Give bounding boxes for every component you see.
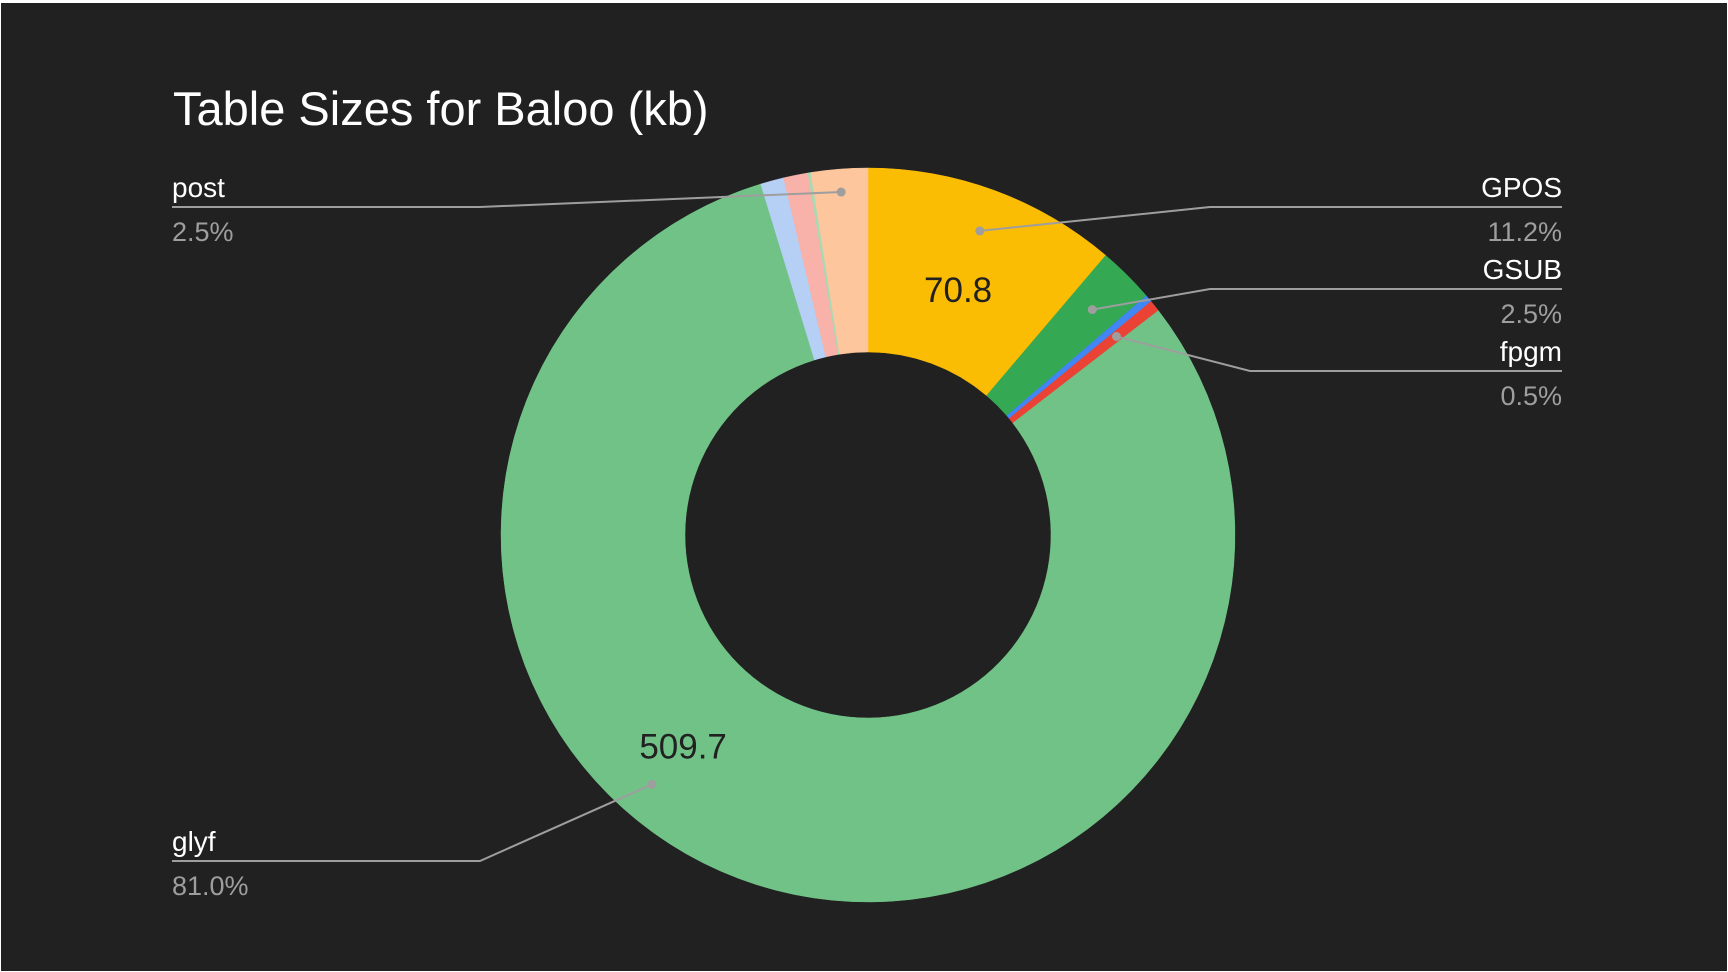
slice-glyf[interactable]	[500, 183, 1236, 903]
value-label-gpos: 70.8	[924, 271, 992, 310]
leader-dot-gpos	[975, 226, 985, 236]
value-label-glyf: 509.7	[639, 728, 727, 767]
callout-name-glyf: glyf	[172, 826, 216, 857]
slice-post[interactable]	[810, 167, 869, 355]
leader-dot-fpgm	[1111, 332, 1121, 342]
leader-dot-gsub	[1087, 305, 1097, 315]
callout-percent-fpgm: 0.5%	[1500, 381, 1562, 411]
callout-percent-gsub: 2.5%	[1500, 299, 1562, 329]
callout-name-post: post	[172, 172, 225, 203]
leader-line-fpgm	[1116, 335, 1562, 372]
callout-name-gsub: GSUB	[1483, 254, 1562, 285]
callout-percent-glyf: 81.0%	[172, 871, 249, 901]
callout-percent-post: 2.5%	[172, 217, 234, 247]
callout-name-fpgm: fpgm	[1500, 336, 1562, 367]
leader-line-glyf	[172, 783, 653, 862]
chart-title: Table Sizes for Baloo (kb)	[173, 82, 709, 135]
callout-percent-gpos: 11.2%	[1487, 217, 1562, 247]
leader-dot-post	[836, 187, 846, 197]
callout-name-gpos: GPOS	[1481, 172, 1562, 203]
leader-line-gsub	[1092, 288, 1562, 311]
leader-line-post	[172, 191, 842, 208]
leader-line-gpos	[979, 206, 1562, 232]
leader-dot-glyf	[647, 779, 657, 789]
